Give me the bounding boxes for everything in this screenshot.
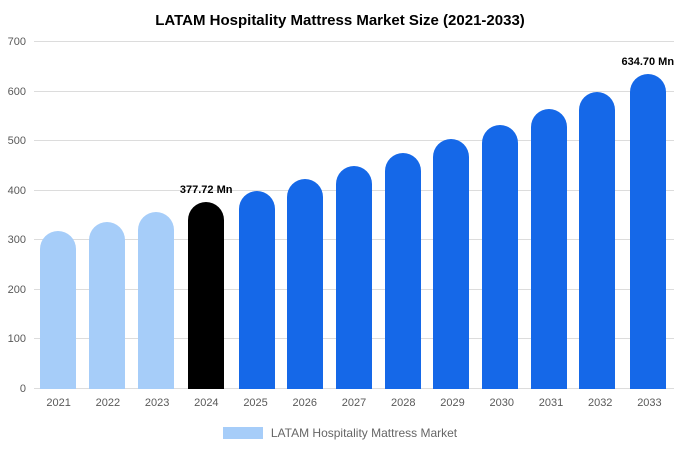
x-axis-labels: 2021 2022 2023 2024 2025 2026 2027 2028 2029 2030… [34, 397, 674, 409]
legend-swatch [222, 427, 263, 439]
bar-column: 634.70 Mn [621, 42, 674, 389]
x-tick-label: 2023 [144, 397, 170, 409]
bar-column [34, 42, 83, 389]
y-tick-label: 100 [7, 333, 26, 346]
bar-column [476, 42, 525, 389]
bar-2032 [579, 92, 616, 389]
bar-column: 377.72 Mn [179, 42, 233, 389]
x-tick-label: 2028 [391, 397, 416, 409]
bar-2029 [433, 139, 470, 389]
y-tick-label: 400 [7, 184, 26, 197]
x-tick-label: 2031 [538, 397, 564, 409]
x-tick-label: 2030 [489, 397, 514, 409]
y-tick-label: 200 [7, 283, 26, 296]
bar-2030 [481, 124, 518, 389]
bar-2027 [336, 166, 373, 389]
legend-label: LATAM Hospitality Mattress Market [270, 426, 458, 440]
y-tick-label: 500 [7, 135, 26, 148]
x-tick-label: 2032 [587, 397, 613, 409]
gridline [34, 41, 674, 42]
x-tick-label: 2027 [341, 397, 367, 409]
x-tick-label: 2029 [440, 397, 465, 409]
bar-column [330, 42, 379, 389]
bar-column [378, 42, 427, 389]
y-tick-label: 300 [7, 234, 26, 247]
bar-2025 [238, 190, 275, 389]
bar-2021 [40, 231, 77, 389]
legend: LATAM Hospitality Mattress Market [0, 426, 680, 440]
bar-column [281, 42, 330, 389]
bar-2022 [88, 222, 125, 389]
x-tick-label: 2026 [292, 397, 318, 409]
bar-2033 [629, 74, 666, 389]
chart-title: LATAM Hospitality Mattress Market Size (… [155, 12, 525, 29]
bars-layer: 377.72 Mn 634.70 Mn [34, 42, 674, 389]
x-tick-label: 2033 [637, 397, 662, 409]
bar-column [83, 42, 132, 389]
bar-2024 [188, 201, 225, 389]
bar-column [427, 42, 476, 389]
bar-column [573, 42, 622, 389]
bar-column [232, 42, 281, 389]
gridline [34, 140, 674, 142]
bar-2023 [137, 212, 174, 389]
bar-2031 [530, 108, 567, 389]
y-tick-label: 0 [19, 383, 26, 395]
bar-2026 [287, 178, 324, 389]
x-tick-label: 2021 [46, 397, 71, 409]
bar-column [131, 42, 180, 389]
y-tick-label: 600 [7, 85, 26, 98]
plot-area: 0 100 200 300 400 500 600 700 377.72 Mn 634.70 M… [8, 36, 674, 395]
x-tick-label: 2024 [194, 397, 219, 409]
bar-column [524, 42, 573, 389]
bar-value-label: 377.72 Mn [179, 183, 233, 196]
y-tick-label: 700 [7, 36, 26, 48]
x-tick-label: 2025 [243, 397, 268, 409]
gridline [34, 90, 674, 92]
x-tick-label: 2022 [95, 397, 121, 409]
bar-2028 [384, 153, 421, 389]
bar-value-label: 634.70 Mn [621, 56, 675, 69]
